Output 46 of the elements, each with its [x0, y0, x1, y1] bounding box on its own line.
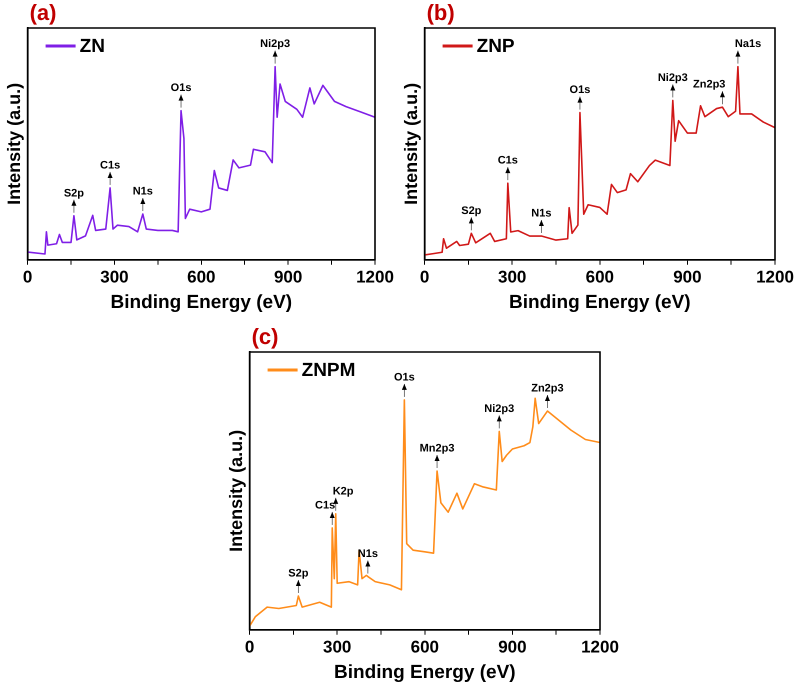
legend-label: ZNPM	[302, 360, 356, 382]
annotation: K2p	[332, 485, 354, 498]
x-tick-label: 1200	[581, 638, 619, 657]
x-axis-title: Binding Energy (eV)	[110, 292, 292, 313]
annotation: O1s	[570, 84, 590, 96]
x-tick-label: 300	[498, 268, 526, 287]
annotation: N1s	[531, 208, 552, 220]
y-axis-title: Intensity (a.u.)	[400, 82, 421, 205]
annotation: Zn2p3	[531, 382, 564, 395]
legend-label: ZN	[80, 36, 105, 58]
x-tick-label: 900	[673, 268, 702, 287]
annotation: S2p	[288, 568, 309, 580]
y-axis-title: Intensity (a.u.)	[226, 430, 246, 552]
x-tick-label: 600	[187, 268, 216, 287]
annotation: O1s	[394, 371, 415, 384]
annotation: Mn2p3	[420, 442, 454, 455]
annotation: Na1s	[734, 38, 762, 50]
x-tick-label: 300	[100, 268, 129, 287]
annotation: C1s	[100, 159, 120, 172]
x-tick-label: 900	[274, 268, 302, 287]
x-axis-title: Binding Energy (eV)	[334, 662, 516, 683]
chart-title: (c)	[252, 324, 278, 350]
x-tick-label: 0	[22, 268, 32, 287]
annotation: S2p	[461, 204, 482, 217]
x-tick-label: 1200	[356, 268, 394, 287]
legend-label: ZNP	[476, 36, 515, 58]
x-tick-label: 0	[244, 638, 254, 657]
x-tick-label: 900	[498, 638, 527, 657]
annotation: C1s	[315, 499, 336, 512]
annotation: Ni2p3	[484, 402, 514, 415]
chart-title: (a)	[30, 0, 56, 26]
annotation: Ni2p3	[260, 38, 290, 50]
annotation: Ni2p3	[658, 72, 688, 84]
x-tick-label: 300	[323, 638, 352, 657]
annotation: C1s	[498, 154, 518, 167]
x-tick-label: 1200	[756, 268, 794, 287]
annotation: Zn2p3	[693, 78, 726, 91]
x-tick-label: 600	[586, 268, 614, 287]
x-axis-title: Binding Energy (eV)	[509, 292, 691, 313]
annotation: N1s	[132, 186, 153, 198]
annotation: O1s	[170, 82, 192, 94]
x-tick-label: 600	[410, 638, 439, 657]
y-axis-title: Intensity (a.u.)	[4, 82, 24, 205]
annotation: S2p	[64, 187, 84, 200]
chart-title: (b)	[426, 0, 455, 26]
x-tick-label: 0	[420, 268, 430, 287]
